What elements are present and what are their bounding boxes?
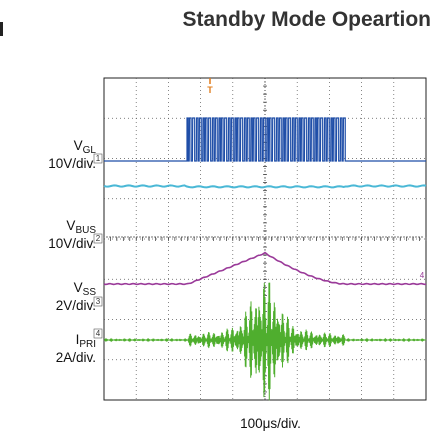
label-ipri-scale: 2A/div. <box>55 350 96 365</box>
label-vss-scale: 2V/div. <box>55 298 96 313</box>
channel-marker-4: 4 <box>93 328 103 339</box>
label-vgl-main: V <box>73 138 83 153</box>
channel-marker-2: 2 <box>93 233 103 244</box>
channel-marker-box <box>93 153 103 164</box>
label-ipri-main: I <box>75 332 80 347</box>
channel-markers: T 1 2 3 4 4 <box>93 78 425 339</box>
label-vgl: VGL <box>74 139 96 158</box>
channel-marker-right: 4 <box>420 271 425 280</box>
channel-marker-text: 3 <box>96 297 101 306</box>
label-vgl-scale: 10V/div. <box>48 156 96 171</box>
label-vss-sub: SS <box>82 287 96 298</box>
label-vbus: VBUS <box>66 219 96 238</box>
channel-marker-box <box>93 328 103 339</box>
trace-vss <box>103 251 427 286</box>
traces <box>103 117 427 401</box>
chart-title: Standby Mode Opeartion <box>182 8 431 31</box>
trace-vgl <box>104 117 426 162</box>
channel-marker-text: 4 <box>96 329 101 338</box>
label-vgl-sub: GL <box>82 145 96 156</box>
label-vbus-main: V <box>66 218 76 233</box>
label-vbus-sub: BUS <box>75 225 96 236</box>
trigger-marker: T <box>207 85 213 95</box>
channel-marker-box <box>93 296 103 307</box>
channel-marker-text: 1 <box>96 154 101 163</box>
label-ipri-sub: PRI <box>79 339 96 350</box>
label-vss-main: V <box>73 280 83 295</box>
label-vbus-scale: 10V/div. <box>48 236 96 251</box>
trace-ipri <box>103 282 427 401</box>
channel-marker-text: 2 <box>96 234 101 243</box>
label-ipri: IPRI <box>76 333 96 352</box>
left-edge-mark <box>0 22 3 36</box>
trace-vbus <box>103 184 427 189</box>
channel-marker-box <box>93 233 103 244</box>
label-vss: VSS <box>74 281 96 300</box>
channel-marker-3: 3 <box>93 296 103 307</box>
channel-marker-1: 1 <box>93 153 103 164</box>
x-axis-label: 100μs/div. <box>240 416 301 431</box>
